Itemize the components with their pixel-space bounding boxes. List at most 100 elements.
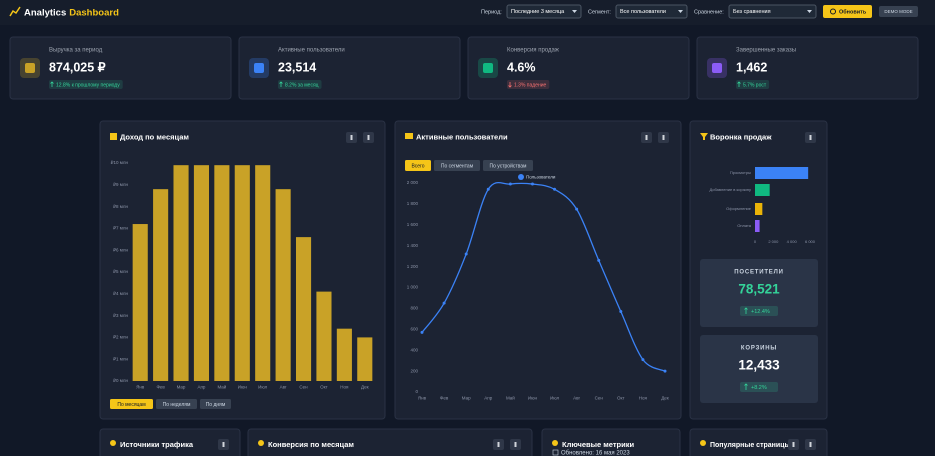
range-button-label: По месяцам	[117, 402, 146, 408]
y-tick-label: 400	[410, 347, 418, 352]
point	[486, 187, 490, 191]
range-button-label: По неделям	[163, 402, 191, 408]
bar	[357, 337, 373, 381]
x-tick-label: Мар	[177, 385, 186, 390]
x-tick-label: Авг	[280, 385, 287, 390]
card-title: Популярные страницы	[710, 442, 791, 449]
x-tick-label: Ноя	[340, 385, 349, 390]
x-tick-label: Фев	[156, 385, 165, 390]
point	[575, 207, 579, 211]
y-tick-label: ₽7 млн	[113, 226, 128, 231]
select-label: Сегмент:	[588, 9, 611, 15]
funnel-bar	[755, 220, 760, 232]
chart-card	[247, 428, 533, 456]
select-label: Период:	[481, 9, 502, 15]
bar	[316, 291, 332, 381]
tab[interactable]	[483, 160, 533, 171]
kpi-card	[9, 36, 232, 100]
x-tick-label: Дек	[361, 385, 369, 390]
stat-change: +12.4%	[751, 309, 770, 315]
card-icon	[110, 133, 117, 140]
legend-label: Пользователи	[526, 175, 556, 180]
logo-icon	[9, 6, 21, 17]
bar	[234, 165, 250, 381]
kpi-icon-glyph	[254, 63, 264, 73]
kpi-change-pill	[49, 80, 123, 89]
y-tick-label: Добавление в корзину	[710, 187, 752, 192]
y-tick-label: 600	[410, 326, 418, 331]
card-title: Конверсия по месяцам	[268, 440, 354, 449]
kpi-change: 1.3% падение	[514, 82, 547, 88]
kpi-change-pill	[507, 80, 550, 89]
stat-change-pill	[740, 382, 778, 392]
kpi-card	[696, 36, 919, 100]
select[interactable]	[615, 4, 688, 19]
x-tick-label: Апр	[197, 385, 205, 390]
card-icon	[405, 133, 413, 139]
bar	[193, 165, 210, 381]
caret	[807, 10, 812, 13]
card-icon	[552, 440, 558, 446]
range-button-label: По дням	[206, 402, 226, 408]
x-tick-label: Фев	[440, 396, 449, 401]
bar	[295, 237, 312, 381]
x-tick-label: Апр	[484, 396, 492, 401]
range-button[interactable]	[156, 399, 197, 409]
kpi-label: Выручка за период	[49, 48, 103, 54]
caret	[572, 10, 577, 13]
x-tick-label: 0	[754, 239, 757, 244]
y-tick-label: Оформление	[726, 206, 752, 211]
refresh-button[interactable]	[823, 5, 872, 18]
kpi-icon-glyph	[25, 63, 35, 73]
x-tick-label: 6 000	[805, 239, 816, 244]
bar	[132, 224, 148, 381]
icon-glyph	[662, 135, 665, 140]
legend-swatch	[518, 174, 524, 180]
y-tick-label: 2 000	[407, 180, 419, 185]
chart-title: Активные пользователи	[416, 132, 508, 141]
range-button[interactable]	[110, 399, 153, 409]
select-value: Последние 3 месяца	[511, 9, 565, 15]
y-tick-label: ₽1 млн	[113, 356, 128, 361]
tab[interactable]	[434, 160, 480, 171]
icon-glyph	[350, 135, 353, 140]
range-button[interactable]	[200, 399, 231, 409]
bar	[255, 165, 271, 381]
point	[553, 187, 557, 191]
select-value: Без сравнения	[733, 9, 771, 15]
y-tick-label: 800	[410, 306, 418, 311]
icon-glyph	[792, 442, 795, 447]
icon-glyph	[809, 442, 812, 447]
trend-arrow	[50, 81, 54, 87]
x-tick-label: Авг	[573, 396, 580, 401]
point	[420, 330, 424, 334]
y-tick-label: ₽6 млн	[113, 247, 128, 252]
y-tick-label: ₽8 млн	[113, 204, 128, 209]
card-icon	[258, 440, 264, 446]
y-tick-label: ₽5 млн	[113, 269, 128, 274]
stat-value: 12,433	[738, 358, 780, 373]
point	[619, 310, 623, 314]
y-tick-label: 1 000	[407, 285, 419, 290]
icon-glyph	[222, 442, 225, 447]
point	[442, 301, 446, 305]
stat-change-pill	[740, 306, 778, 316]
funnel-bar	[755, 167, 809, 179]
kpi-value: 1,462	[736, 60, 767, 74]
refresh-label: Обновить	[839, 8, 867, 15]
y-tick-label: 0	[415, 389, 418, 394]
y-tick-label: Оплата	[737, 223, 752, 228]
kpi-card	[238, 36, 461, 100]
stat-label: КОРЗИНЫ	[741, 346, 777, 352]
tab[interactable]	[405, 160, 431, 171]
x-tick-label: Окт	[617, 396, 625, 401]
select[interactable]	[506, 4, 582, 19]
trend-arrow	[744, 383, 748, 390]
caret	[678, 10, 683, 13]
select[interactable]	[728, 4, 817, 19]
trend-arrow	[737, 81, 741, 87]
y-tick-label: ₽3 млн	[113, 313, 128, 318]
bar	[153, 189, 169, 381]
title-main: Analytics	[24, 7, 66, 18]
